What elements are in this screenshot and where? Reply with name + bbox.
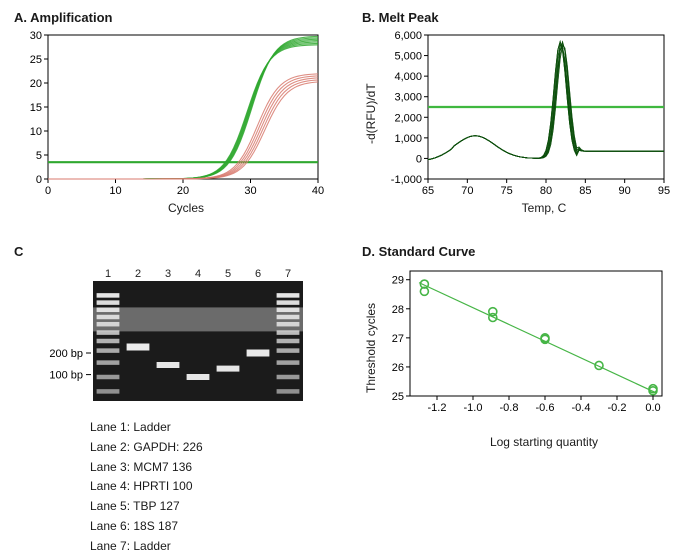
panel-a: A. Amplification 0 5 10 15 20 25 30 0 10 20 30 40 C… bbox=[14, 10, 338, 220]
svg-text:0: 0 bbox=[416, 153, 422, 165]
svg-text:-1.2: -1.2 bbox=[428, 402, 447, 414]
svg-text:-0.8: -0.8 bbox=[500, 402, 519, 414]
panel-b-ylabel: -d(RFU)/dT bbox=[362, 29, 380, 199]
svg-text:95: 95 bbox=[658, 185, 670, 197]
svg-text:4: 4 bbox=[195, 268, 201, 280]
panel-c-gel: 1 2 3 4 5 6 7 200 bp 100 bp Lane 1: LadderLane 2… bbox=[38, 265, 338, 557]
svg-text:25: 25 bbox=[392, 391, 404, 403]
svg-text:5: 5 bbox=[225, 268, 231, 280]
svg-text:29: 29 bbox=[392, 275, 404, 287]
svg-text:5: 5 bbox=[36, 150, 42, 162]
panel-a-title: A. Amplification bbox=[14, 10, 338, 25]
panel-b-title: B. Melt Peak bbox=[362, 10, 686, 25]
panel-d: D. Standard Curve Threshold cycles 25 26 2… bbox=[362, 244, 686, 557]
svg-text:27: 27 bbox=[392, 333, 404, 345]
svg-text:85: 85 bbox=[579, 185, 591, 197]
svg-text:10: 10 bbox=[30, 126, 42, 138]
svg-text:3,000: 3,000 bbox=[394, 92, 422, 104]
panel-c: C 1234567200 bp100 bp Lane 1: LadderLane… bbox=[14, 244, 338, 557]
svg-text:7: 7 bbox=[285, 268, 291, 280]
svg-text:15: 15 bbox=[30, 102, 42, 114]
svg-text:2: 2 bbox=[135, 268, 141, 280]
lane-label: Lane 1: Ladder bbox=[90, 418, 338, 438]
svg-text:6,000: 6,000 bbox=[394, 30, 422, 42]
svg-text:10: 10 bbox=[109, 185, 121, 197]
panel-d-ylabel: Threshold cycles bbox=[362, 263, 380, 433]
svg-text:90: 90 bbox=[619, 185, 631, 197]
panel-d-title: D. Standard Curve bbox=[362, 244, 686, 259]
svg-text:6: 6 bbox=[255, 268, 261, 280]
svg-text:100 bp: 100 bp bbox=[49, 370, 83, 382]
svg-text:65: 65 bbox=[422, 185, 434, 197]
panel-a-xlabel: Cycles bbox=[34, 201, 338, 215]
svg-text:4,000: 4,000 bbox=[394, 71, 422, 83]
svg-text:20: 20 bbox=[177, 185, 189, 197]
panel-d-chart: Threshold cycles 25 26 27 28 29 -1.2 -1.0 -0.8 -… bbox=[362, 263, 686, 433]
svg-text:1,000: 1,000 bbox=[394, 133, 422, 145]
svg-text:200 bp: 200 bp bbox=[49, 348, 83, 360]
svg-text:70: 70 bbox=[461, 185, 473, 197]
svg-text:3: 3 bbox=[165, 268, 171, 280]
svg-text:0.0: 0.0 bbox=[645, 402, 660, 414]
panel-b-xlabel: Temp, C bbox=[402, 201, 686, 215]
svg-text:-0.6: -0.6 bbox=[536, 402, 555, 414]
panel-d-xlabel: Log starting quantity bbox=[402, 435, 686, 449]
svg-text:0: 0 bbox=[36, 174, 42, 186]
lane-label: Lane 5: TBP 127 bbox=[90, 497, 338, 517]
svg-text:2,000: 2,000 bbox=[394, 112, 422, 124]
lane-label: Lane 4: HPRTI 100 bbox=[90, 477, 338, 497]
svg-text:26: 26 bbox=[392, 362, 404, 374]
svg-text:-1,000: -1,000 bbox=[391, 174, 422, 186]
svg-text:28: 28 bbox=[392, 304, 404, 316]
svg-text:-0.4: -0.4 bbox=[572, 402, 591, 414]
svg-text:5,000: 5,000 bbox=[394, 51, 422, 63]
lane-label: Lane 7: Ladder bbox=[90, 537, 338, 557]
svg-text:-1.0: -1.0 bbox=[464, 402, 483, 414]
svg-text:1: 1 bbox=[105, 268, 111, 280]
svg-text:-0.2: -0.2 bbox=[608, 402, 627, 414]
svg-text:40: 40 bbox=[312, 185, 324, 197]
lane-label: Lane 3: MCM7 136 bbox=[90, 458, 338, 478]
panel-c-title: C bbox=[14, 244, 338, 259]
panel-b: B. Melt Peak -d(RFU)/dT -1,000 0 1,000 2,00… bbox=[362, 10, 686, 220]
svg-text:25: 25 bbox=[30, 54, 42, 66]
svg-text:80: 80 bbox=[540, 185, 552, 197]
panel-b-chart: -d(RFU)/dT -1,000 0 1,000 2,000 3,000 4,000 5,… bbox=[362, 29, 686, 199]
svg-text:30: 30 bbox=[30, 30, 42, 42]
svg-text:30: 30 bbox=[244, 185, 256, 197]
lane-label: Lane 6: 18S 187 bbox=[90, 517, 338, 537]
lane-label: Lane 2: GAPDH: 226 bbox=[90, 438, 338, 458]
svg-text:20: 20 bbox=[30, 78, 42, 90]
svg-text:75: 75 bbox=[501, 185, 513, 197]
panel-c-lane-labels: Lane 1: LadderLane 2: GAPDH: 226Lane 3: … bbox=[90, 418, 338, 557]
panel-a-chart: 0 5 10 15 20 25 30 0 10 20 30 40 bbox=[14, 29, 338, 199]
svg-text:0: 0 bbox=[45, 185, 51, 197]
